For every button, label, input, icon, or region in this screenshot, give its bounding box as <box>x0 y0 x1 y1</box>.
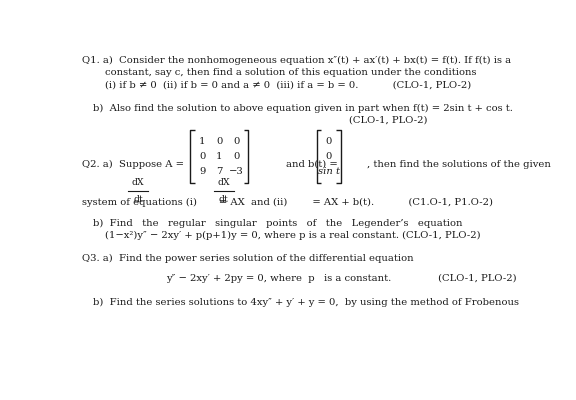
Text: 0: 0 <box>325 136 332 146</box>
Text: Q3. a)  Find the power series solution of the differential equation: Q3. a) Find the power series solution of… <box>82 254 414 263</box>
Text: Q2. a)  Suppose A =: Q2. a) Suppose A = <box>82 160 184 169</box>
Text: 9: 9 <box>199 167 206 176</box>
Text: (CLO-1, PLO-2): (CLO-1, PLO-2) <box>348 115 427 124</box>
Text: sin t: sin t <box>318 167 340 176</box>
Text: b)  Find the series solutions to 4xy″ + y′ + y = 0,  by using the method of Frob: b) Find the series solutions to 4xy″ + y… <box>93 298 520 307</box>
Text: (i) if b ≠ 0  (ii) if b = 0 and a ≠ 0  (iii) if a = b = 0.           (CLO-1, PLO: (i) if b ≠ 0 (ii) if b = 0 and a ≠ 0 (ii… <box>105 80 472 89</box>
Text: dt: dt <box>219 195 229 204</box>
Text: 0: 0 <box>233 136 240 146</box>
Text: and b(t) =: and b(t) = <box>286 160 338 169</box>
Text: 1: 1 <box>199 136 206 146</box>
Text: 7: 7 <box>216 167 222 176</box>
Text: Q1. a)  Consider the nonhomogeneous equation x″(t) + ax′(t) + bx(t) = f(t). If f: Q1. a) Consider the nonhomogeneous equat… <box>82 56 511 65</box>
Text: (1−x²)y″ − 2xy′ + p(p+1)y = 0, where p is a real constant. (CLO-1, PLO-2): (1−x²)y″ − 2xy′ + p(p+1)y = 0, where p i… <box>105 231 481 240</box>
Text: 0: 0 <box>233 152 240 161</box>
Text: , then find the solutions of the given: , then find the solutions of the given <box>366 160 551 169</box>
Text: constant, say c, then find a solution of this equation under the conditions: constant, say c, then find a solution of… <box>105 68 477 77</box>
Text: dt: dt <box>133 195 143 204</box>
Text: system of equations (i)       = AX  and (ii)        = AX + b(t).           (C1.O: system of equations (i) = AX and (ii) = … <box>82 197 493 206</box>
Text: 0: 0 <box>325 152 332 161</box>
Text: 1: 1 <box>216 152 222 161</box>
Text: 0: 0 <box>199 152 206 161</box>
Text: b)  Also find the solution to above equation given in part when f(t) = 2sin t + : b) Also find the solution to above equat… <box>93 104 513 112</box>
Text: −3: −3 <box>229 167 244 176</box>
Text: dX: dX <box>218 178 230 187</box>
Text: b)  Find   the   regular   singular   points   of   the   Legender’s   equation: b) Find the regular singular points of t… <box>93 219 463 228</box>
Text: 0: 0 <box>216 136 222 146</box>
Text: y″ − 2xy′ + 2py = 0, where  p   is a constant.               (CLO-1, PLO-2): y″ − 2xy′ + 2py = 0, where p is a consta… <box>166 274 516 282</box>
Text: dX: dX <box>132 178 145 187</box>
